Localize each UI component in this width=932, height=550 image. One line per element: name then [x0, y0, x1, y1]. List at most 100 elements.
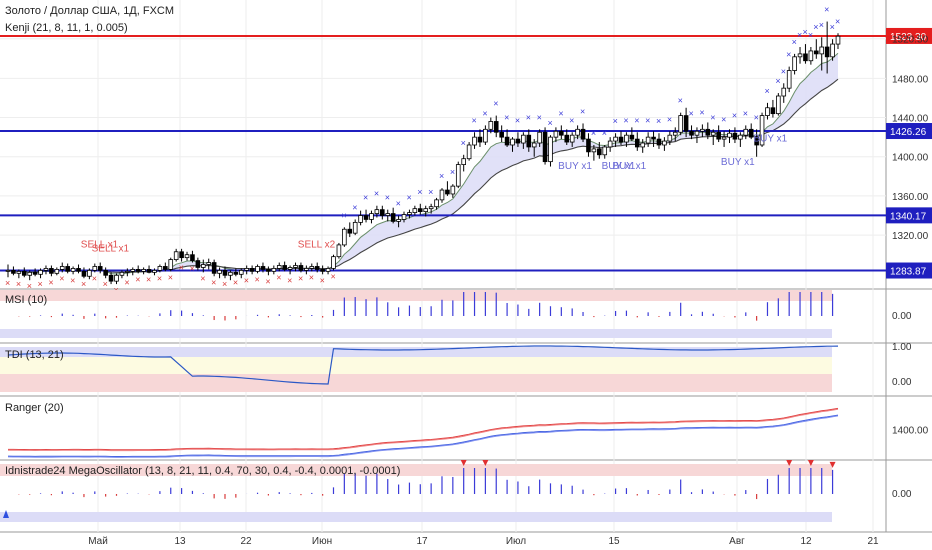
- candle-body: [97, 266, 103, 271]
- candle-body: [152, 269, 157, 273]
- candle-body: [786, 70, 792, 89]
- candle-body: [363, 215, 369, 220]
- kenji-marker: ×: [48, 277, 53, 287]
- kenji-marker: ×: [602, 128, 607, 138]
- mega-axis-label: 0.00: [892, 489, 912, 500]
- candle-body: [781, 87, 787, 97]
- candle-body: [352, 221, 358, 234]
- candle-body: [515, 138, 521, 144]
- candle-body: [531, 142, 537, 148]
- candle-body: [287, 267, 293, 270]
- tdi-upper-band: [0, 347, 832, 357]
- candle-body: [217, 269, 222, 274]
- candle-body: [830, 43, 835, 58]
- level-price-tag: [886, 207, 932, 224]
- candle-body: [331, 256, 336, 269]
- kenji-marker: ×: [276, 272, 281, 282]
- candle-body: [233, 271, 239, 275]
- candle-body: [645, 136, 651, 144]
- candle-body: [249, 268, 255, 272]
- candle-body: [602, 146, 608, 156]
- kenji-marker: ×: [374, 189, 379, 199]
- kenji-marker: ×: [146, 274, 151, 284]
- kenji-marker: ×: [16, 279, 21, 289]
- mega-sell-arrow: [829, 461, 836, 468]
- candle-body: [157, 266, 163, 271]
- price-tick-label: 1320.00: [892, 231, 929, 242]
- mega-upper-band: [0, 464, 832, 476]
- candle-body: [656, 138, 662, 146]
- candle-body: [542, 131, 548, 163]
- candle-body: [705, 128, 711, 136]
- kenji-marker: ×: [157, 273, 162, 283]
- candle-body: [770, 107, 776, 115]
- kenji-marker: ×: [824, 5, 829, 15]
- kenji-marker: ×: [667, 114, 672, 124]
- kenji-slow-line: [7, 78, 839, 273]
- mega-buy-arrow: [3, 510, 9, 518]
- kenji-marker: ×: [135, 274, 140, 284]
- kenji-marker: ×: [103, 279, 108, 289]
- candle-body: [472, 136, 477, 146]
- candle-body: [613, 136, 618, 142]
- kenji-marker: ×: [645, 115, 650, 125]
- kenji-marker: ×: [298, 273, 303, 283]
- kenji-marker: ×: [764, 86, 769, 96]
- candle-body: [184, 254, 190, 259]
- kenji-marker: ×: [406, 193, 411, 203]
- time-tick-label: Июл: [506, 536, 526, 547]
- candle-body: [575, 128, 580, 136]
- kenji-marker: ×: [396, 199, 401, 209]
- candle-body: [314, 266, 320, 270]
- signal-label: BUY x1: [721, 157, 755, 168]
- candle-body: [260, 266, 266, 270]
- candle-body: [304, 268, 309, 271]
- candle-body: [244, 268, 249, 271]
- candle-body: [667, 134, 673, 142]
- candle-body: [564, 134, 570, 143]
- time-tick-label: 22: [240, 536, 252, 547]
- kenji-marker: ×: [526, 112, 531, 122]
- kenji-marker: ×: [265, 276, 270, 286]
- kenji-marker: ×: [634, 115, 639, 125]
- candle-body: [716, 131, 721, 140]
- candle-body: [5, 269, 11, 272]
- kenji-marker: ×: [124, 277, 129, 287]
- kenji-marker: ×: [92, 273, 97, 283]
- candle-body: [683, 115, 689, 132]
- kenji-marker: ×: [493, 99, 498, 109]
- candle-body: [591, 148, 597, 153]
- kenji-marker: ×: [689, 108, 694, 118]
- candle-body: [526, 134, 532, 148]
- candle-body: [228, 271, 233, 276]
- candle-body: [27, 271, 32, 276]
- candle-body: [119, 271, 125, 276]
- candle-body: [200, 264, 206, 268]
- msi-lower-band: [0, 329, 832, 338]
- candle-body: [412, 208, 418, 213]
- tdi-axis-bottom: 0.00: [892, 377, 912, 388]
- kenji-marker: ×: [754, 112, 759, 122]
- candle-body: [276, 265, 282, 269]
- kenji-marker: ×: [656, 116, 661, 126]
- candle-body: [396, 219, 401, 222]
- ranger-line: [7, 408, 839, 452]
- price-tick-label: 1400.00: [892, 153, 929, 164]
- time-tick-label: Май: [88, 536, 108, 547]
- candle-body: [255, 266, 260, 272]
- kenji-marker: ×: [200, 273, 205, 283]
- signal-label: SELL x1: [92, 243, 130, 254]
- signal-label: BUY x1: [753, 134, 787, 145]
- candle-body: [580, 128, 586, 140]
- candle-body: [87, 269, 92, 277]
- candle-body: [11, 269, 16, 274]
- kenji-marker: ×: [81, 279, 86, 289]
- candle-body: [597, 148, 602, 156]
- candle-body: [49, 268, 54, 274]
- kenji-marker: ×: [417, 187, 422, 197]
- candle-body: [640, 142, 646, 148]
- msi-pane-label: MSI (10): [5, 294, 48, 306]
- candle-body: [108, 274, 114, 282]
- candle-body: [16, 270, 22, 274]
